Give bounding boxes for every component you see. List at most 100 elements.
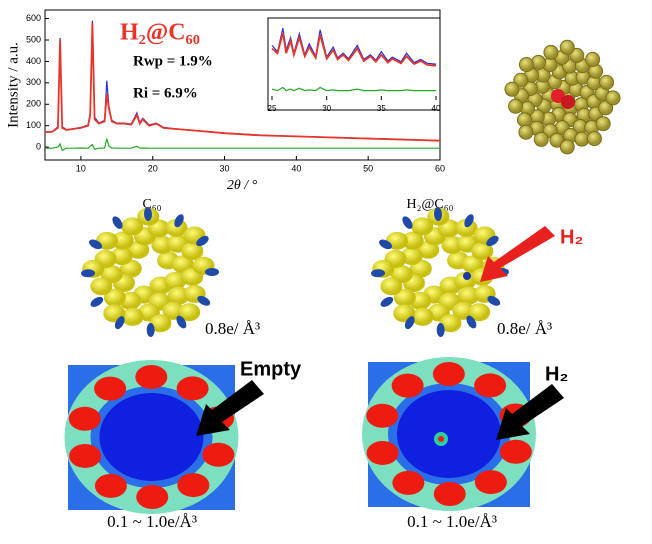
map-hot xyxy=(69,443,102,468)
density-blob xyxy=(178,303,201,322)
density-blob xyxy=(121,307,144,326)
c60-atom xyxy=(518,124,534,140)
density-blob xyxy=(127,240,150,259)
density-edge xyxy=(176,315,187,329)
density-edge xyxy=(402,216,413,229)
c60-atom xyxy=(586,131,602,147)
c60-atom xyxy=(513,72,529,88)
map-hot xyxy=(94,473,127,498)
map-hot xyxy=(474,373,507,398)
y-tick-label: 500 xyxy=(26,34,41,44)
map-core xyxy=(99,393,204,481)
map-core xyxy=(397,390,501,478)
x-tick-label: 30 xyxy=(220,163,230,173)
c60-atom xyxy=(533,131,549,147)
x-tick-label: 25 xyxy=(268,104,277,113)
y-tick-label: 0 xyxy=(36,142,41,152)
density-blob xyxy=(380,277,403,296)
inset-frame xyxy=(267,17,441,111)
x-tick-label: 60 xyxy=(435,163,445,173)
red-arrow xyxy=(480,226,555,282)
x-tick-label: 30 xyxy=(322,104,331,113)
map-hot xyxy=(474,470,507,495)
density-blob xyxy=(149,314,172,333)
density-c60 xyxy=(81,207,219,337)
series-line xyxy=(44,22,441,142)
density-blob xyxy=(401,231,424,250)
x-tick-label: 35 xyxy=(377,104,386,113)
arrow-label: Empty xyxy=(240,358,302,380)
series-line xyxy=(271,86,436,92)
y-tick-label: 100 xyxy=(26,120,41,130)
series-line xyxy=(271,32,437,67)
y-axis-label: Intensity / a.u. xyxy=(5,42,21,128)
map-h2 xyxy=(438,436,444,442)
density-edge xyxy=(112,216,123,229)
map-hot xyxy=(366,403,399,428)
density-blob xyxy=(111,231,134,250)
c60-atom xyxy=(504,81,520,97)
x-axis-label: 2θ / ° xyxy=(227,178,258,193)
density-edge xyxy=(464,214,474,228)
ri-annotation: Ri = 6.9% xyxy=(133,85,198,101)
density-edge xyxy=(146,322,155,337)
c60-atom xyxy=(543,44,559,60)
density-edge xyxy=(380,296,394,307)
density-blob xyxy=(181,242,204,261)
density-edge xyxy=(466,315,477,329)
x-tick-label: 50 xyxy=(363,163,373,173)
density-label: 0.8e/ Å³ xyxy=(497,319,552,338)
c60-atom xyxy=(574,131,590,147)
density-edge xyxy=(486,235,499,247)
density-edge xyxy=(196,235,209,247)
map-hot xyxy=(68,406,101,431)
density-edge xyxy=(143,207,153,222)
density-blob xyxy=(411,217,434,236)
map-hot xyxy=(499,439,532,464)
density-blob xyxy=(164,271,187,290)
arrow-label: H₂ xyxy=(560,226,583,248)
c60-atom xyxy=(559,39,575,55)
density-h2c60 xyxy=(371,207,509,337)
formula-annotation: H₂@C₆₀ xyxy=(120,20,200,46)
density-edge xyxy=(205,268,219,276)
map-hot xyxy=(94,376,127,401)
range-label: 0.1 ~ 1.0e/Å³ xyxy=(407,512,497,531)
c60-atom xyxy=(598,100,614,116)
density-label: 0.8e/ Å³ xyxy=(205,319,260,338)
density-blob xyxy=(471,242,494,261)
c60-atom xyxy=(516,112,532,128)
map-hot xyxy=(176,376,209,401)
map-hot xyxy=(177,473,210,498)
x-tick-label: 40 xyxy=(291,163,301,173)
map-hot xyxy=(202,442,235,467)
c60-atom xyxy=(585,51,601,67)
x-tick-label: 10 xyxy=(76,163,86,173)
c60-atom xyxy=(595,116,611,132)
x-tick-label: 20 xyxy=(148,163,158,173)
c60-atom xyxy=(559,139,575,155)
density-edge xyxy=(90,296,104,307)
map-hot xyxy=(392,470,425,495)
series-line xyxy=(45,138,440,152)
y-tick-label: 400 xyxy=(26,56,41,66)
density-blob xyxy=(417,240,440,259)
map-hot xyxy=(136,484,169,509)
h2c60-label: H₂@C₆₀ xyxy=(407,197,454,212)
density-edge xyxy=(487,295,501,306)
h2-density xyxy=(463,272,471,280)
map-hot xyxy=(433,481,466,506)
contour-map-c60 xyxy=(64,360,239,514)
density-blob xyxy=(439,314,462,333)
density-edge xyxy=(433,207,443,222)
c60-atom xyxy=(599,74,615,90)
y-tick-label: 600 xyxy=(26,13,41,23)
density-edge xyxy=(174,214,184,228)
x-tick-label: 40 xyxy=(432,104,441,113)
h2-atom xyxy=(561,95,575,109)
density-blob xyxy=(90,277,113,296)
density-edge xyxy=(114,316,125,330)
black-arrow xyxy=(196,380,264,436)
c60-atom xyxy=(518,57,534,73)
